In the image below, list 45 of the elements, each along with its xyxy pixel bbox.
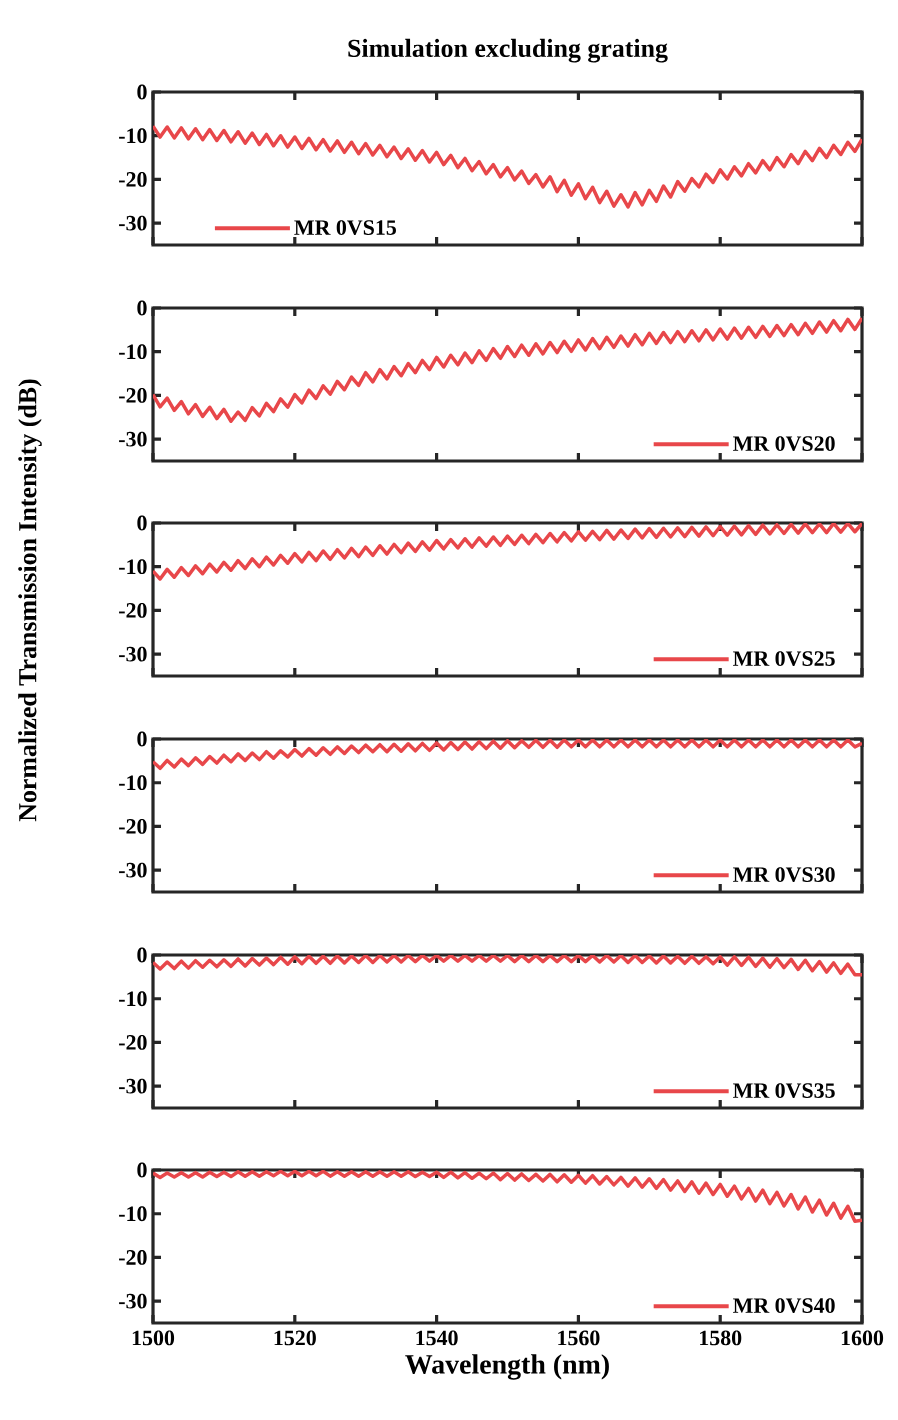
y-tick-label: 0	[137, 1162, 147, 1178]
y-tick-label: -20	[119, 819, 147, 834]
y-tick-label: -20	[119, 388, 147, 403]
y-tick-label: -20	[119, 1250, 147, 1265]
y-tick-label: -10	[119, 1206, 147, 1222]
y-tick-label: -10	[119, 775, 147, 791]
y-tick-label: -30	[119, 862, 147, 878]
y-axis-title: Normalized Transmission Intensity (dB)	[18, 379, 42, 822]
legend-label: MR 0VS15	[294, 220, 396, 236]
legend-label: MR 0VS20	[733, 436, 835, 452]
line-series	[153, 124, 863, 209]
chart-title: Simulation excluding grating	[348, 38, 668, 63]
y-tick-label: -30	[119, 1078, 147, 1094]
x-axis-title: Wavelength (nm)	[405, 1354, 609, 1380]
line-series	[153, 955, 863, 977]
y-tick-label: -10	[119, 128, 147, 144]
y-tick-label: 0	[137, 731, 147, 747]
legend-label: MR 0VS30	[733, 867, 835, 883]
legend-label: MR 0VS25	[733, 651, 835, 667]
line-series	[153, 316, 863, 423]
y-tick-label: -10	[119, 559, 147, 575]
y-tick-label: -20	[119, 603, 147, 618]
x-tick-label: 1520	[274, 1330, 316, 1346]
y-tick-label: -10	[119, 991, 147, 1007]
y-tick-label: -30	[119, 646, 147, 662]
line-series	[153, 523, 863, 581]
x-tick-label: 1580	[700, 1330, 742, 1346]
y-tick-label: -30	[119, 431, 147, 447]
x-tick-label: 1600	[841, 1330, 884, 1346]
y-tick-label: -20	[119, 172, 147, 187]
y-tick-label: 0	[137, 515, 147, 531]
y-tick-label: 0	[137, 84, 147, 100]
line-series	[153, 1170, 863, 1223]
line-series	[153, 739, 863, 771]
legend-label: MR 0VS35	[733, 1083, 835, 1099]
y-tick-label: -20	[119, 1035, 147, 1050]
y-tick-label: -10	[119, 344, 147, 360]
legend-label: MR 0VS40	[733, 1298, 835, 1314]
y-tick-label: -30	[119, 1293, 147, 1309]
x-tick-label: 1560	[558, 1330, 600, 1346]
y-tick-label: -30	[119, 215, 147, 231]
y-tick-label: 0	[137, 947, 147, 963]
y-tick-label: 0	[137, 300, 147, 316]
x-tick-label: 1500	[132, 1330, 175, 1346]
x-tick-label: 1540	[416, 1330, 458, 1346]
